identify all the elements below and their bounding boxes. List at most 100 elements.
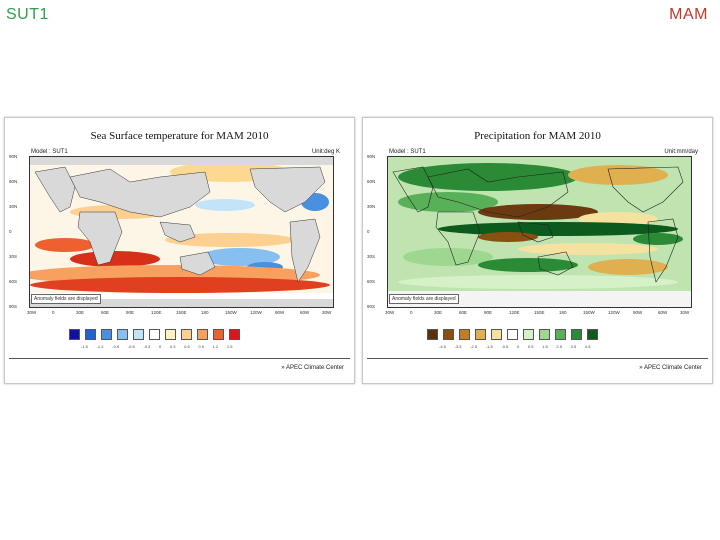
sst-model-label: Model : SUT1 xyxy=(31,149,68,155)
precip-colorbar-tick: -0.5 xyxy=(501,344,509,349)
precip-lat-label: 0 xyxy=(367,229,370,234)
sst-colorbar-tick: 0.3 xyxy=(169,344,176,349)
precip-lon-label: 30W xyxy=(385,310,395,315)
sst-lon-label: 180 xyxy=(201,310,209,315)
sst-colorbar-swatch xyxy=(85,329,96,340)
sst-colorbar-tick: 0.6 xyxy=(184,344,190,349)
sst-lon-label: 0 xyxy=(52,310,55,315)
sst-colorbar-tick: 1.2 xyxy=(212,344,219,349)
precip-colorbar-tick: 1.5 xyxy=(542,344,548,349)
sst-credit: » APEC Climate Center xyxy=(281,365,344,371)
sst-lon-label: 150W xyxy=(225,310,237,315)
precip-lon-label: 180 xyxy=(559,310,567,315)
sst-lat-label: 90N xyxy=(9,154,18,159)
precip-colorbar-swatch xyxy=(443,329,454,340)
sst-colorbar-swatch xyxy=(69,329,80,340)
precip-title: Precipitation for MAM 2010 xyxy=(474,130,601,142)
precip-unit-label: Unit:mm/day xyxy=(664,149,698,155)
precip-colorbar-tick: -3.5 xyxy=(454,344,462,349)
precip-lat-label: 30S xyxy=(367,254,376,259)
sst-colorbar-tick: 1.5 xyxy=(226,344,233,349)
sst-lat-label: 60N xyxy=(9,179,18,184)
sst-lat-label: 90S xyxy=(9,304,18,309)
precip-lat-label: 90S xyxy=(367,304,376,309)
precip-lon-label: 30E xyxy=(434,310,443,315)
sst-lon-label: 150E xyxy=(176,310,187,315)
precip-model-label: Model : SUT1 xyxy=(389,149,426,155)
precip-colorbar-swatch xyxy=(475,329,486,340)
sst-colorbar-tick: 0 xyxy=(158,344,162,349)
sst-colorbar-swatch xyxy=(133,329,144,340)
precip-colorbar-tick: 2.5 xyxy=(556,344,562,349)
precip-divider xyxy=(367,358,708,359)
sst-lon-label: 60W xyxy=(300,310,310,315)
precip-lon-label: 150E xyxy=(534,310,545,315)
precip-map-panel: Precipitation for MAM 2010 Model : SUT1 … xyxy=(362,117,713,384)
slide-label-season: MAM xyxy=(669,6,708,23)
sst-map-panel: Sea Surface temperature for MAM 2010 Mod… xyxy=(4,117,355,384)
sst-lon-label: 90W xyxy=(275,310,285,315)
precip-credit: » APEC Climate Center xyxy=(639,365,702,371)
sst-divider xyxy=(9,358,350,359)
sst-lat-label: 30N xyxy=(9,204,18,209)
sst-lon-label: 60E xyxy=(101,310,110,315)
precip-lon-label: 120E xyxy=(509,310,520,315)
sst-colorbar-swatch xyxy=(229,329,240,340)
precip-lat-label: 60N xyxy=(367,179,376,184)
sst-colorbar-swatch xyxy=(117,329,128,340)
precip-colorbar-tick: -1.5 xyxy=(485,344,493,349)
sst-colorbar-swatch xyxy=(101,329,112,340)
precip-anomaly-note: Anomaly fields are displayed xyxy=(389,294,459,304)
precip-colorbar-swatch xyxy=(539,329,550,340)
precip-lat-label: 60S xyxy=(367,279,376,284)
precip-colorbar-tick: -2.5 xyxy=(470,344,478,349)
precip-colorbar-swatch xyxy=(427,329,438,340)
precip-lon-label: 150W xyxy=(583,310,595,315)
precip-lon-label: 90W xyxy=(633,310,643,315)
sst-lon-label: 120W xyxy=(250,310,262,315)
sst-colorbar xyxy=(69,329,240,341)
precip-colorbar-tick: 0.5 xyxy=(527,344,534,349)
precip-colorbar-tick: -4.5 xyxy=(439,344,446,349)
sst-lon-label: 90E xyxy=(126,310,135,315)
precip-colorbar-swatch xyxy=(459,329,470,340)
precip-colorbar-swatch xyxy=(555,329,566,340)
precip-lon-label: 0 xyxy=(410,310,413,315)
sst-lon-label: 30W xyxy=(322,310,332,315)
sst-credit-text: APEC Climate Center xyxy=(285,365,344,371)
sst-colorbar-tick: -0.9 xyxy=(112,344,120,349)
sst-anomaly-map xyxy=(29,156,334,308)
precip-lat-label: 90N xyxy=(367,154,376,159)
sst-colorbar-swatch xyxy=(197,329,208,340)
sst-colorbar-swatch xyxy=(213,329,224,340)
precip-colorbar-swatch xyxy=(523,329,534,340)
precip-colorbar-tick: 3.5 xyxy=(570,344,577,349)
sst-colorbar-swatch xyxy=(165,329,176,340)
sst-anomaly-note: Anomaly fields are displayed xyxy=(31,294,101,304)
precip-colorbar-swatch xyxy=(507,329,518,340)
precip-colorbar-tick: 4.5 xyxy=(584,344,591,349)
sst-lat-label: 60S xyxy=(9,279,18,284)
sst-colorbar-tick: -0.3 xyxy=(143,344,151,349)
sst-colorbar-swatch xyxy=(149,329,160,340)
precip-colorbar xyxy=(427,329,598,341)
precip-lon-label: 60W xyxy=(658,310,668,315)
precip-lon-label: 120W xyxy=(608,310,620,315)
sst-colorbar-tick: -1.5 xyxy=(81,344,88,349)
precip-colorbar-swatch xyxy=(491,329,502,340)
sst-colorbar-tick: -1.2 xyxy=(96,344,104,349)
sst-lon-label: 30W xyxy=(27,310,37,315)
precip-colorbar-swatch xyxy=(571,329,582,340)
sst-colorbar-tick: 0.9 xyxy=(198,344,204,349)
sst-lon-label: 30E xyxy=(76,310,85,315)
precip-lon-label: 90E xyxy=(484,310,493,315)
precip-anomaly-map xyxy=(387,156,692,308)
sst-title: Sea Surface temperature for MAM 2010 xyxy=(90,130,269,142)
precip-colorbar-swatch xyxy=(587,329,598,340)
precip-credit-text: APEC Climate Center xyxy=(643,365,702,371)
precip-lat-label: 30N xyxy=(367,204,376,209)
precip-colorbar-ticks: -4.5 -3.5 -2.5 -1.5 -0.5 0 0.5 1.5 2.5 3… xyxy=(439,344,590,349)
sst-lat-label: 30S xyxy=(9,254,18,259)
precip-lon-label: 60E xyxy=(459,310,468,315)
sst-colorbar-ticks: -1.5 -1.2 -0.9 -0.6 -0.3 0 0.3 0.6 0.9 1… xyxy=(81,344,232,349)
